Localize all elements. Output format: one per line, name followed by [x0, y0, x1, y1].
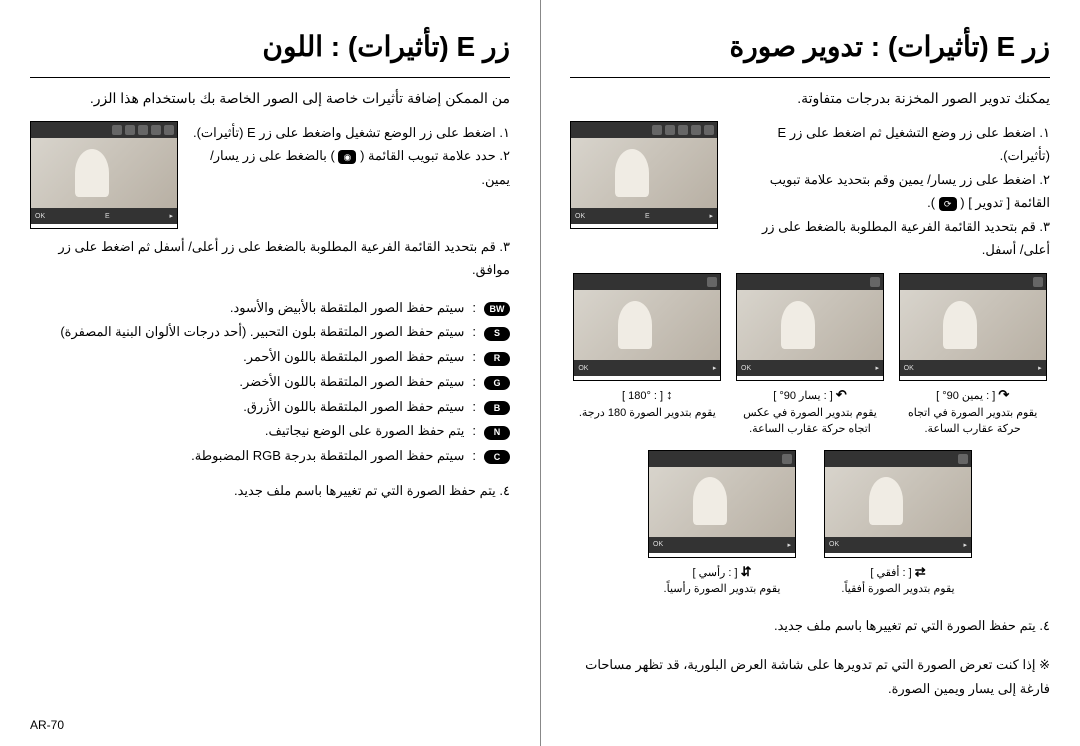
step4-right: ٤. يتم حفظ الصورة التي تم تغييرها باسم م…: [570, 614, 1050, 637]
thumbnail-main-left: ▸EOK: [30, 121, 178, 229]
effect-row: N:يتم حفظ الصورة على الوضع نيجاتيف.: [30, 419, 510, 444]
step2-right: ٢. اضغط على زر يسار/ يمين وقم بتحديد علا…: [730, 168, 1050, 215]
row-steps-thumb: ١. اضغط على زر وضع التشغيل ثم اضغط على ز…: [570, 121, 1050, 261]
steps-right: ١. اضغط على زر وضع التشغيل ثم اضغط على ز…: [730, 121, 1050, 261]
steps-left: ١. اضغط على زر الوضع تشغيل واضغط على زر …: [190, 121, 510, 229]
effects-list: BW:سيتم حفظ الصور الملتقطة بالأبيض والأس…: [30, 296, 510, 469]
effect-icon: N: [484, 426, 510, 440]
effect-icon: S: [484, 327, 510, 341]
effect-icon: BW: [484, 302, 510, 316]
thumbnail-main-right: ▸EOK: [570, 121, 718, 229]
title-left: زر E (تأثيرات) : اللون: [30, 30, 510, 63]
effect-icon: B: [484, 401, 510, 415]
row-steps-thumb-left: ١. اضغط على زر الوضع تشغيل واضغط على زر …: [30, 121, 510, 229]
page-left: زر E (تأثيرات) : اللون من الممكن إضافة ت…: [0, 0, 540, 746]
rot-item-2: ▸OK ↕ [ : 180° ]يقوم بتدوير الصورة 180 د…: [570, 273, 725, 438]
rotate-icon: ⟳: [939, 197, 957, 211]
rot-item-1: ▸OK ↶ [ : يسار 90° ]يقوم بتدوير الصورة ف…: [733, 273, 888, 438]
effect-row: C:سيتم حفظ الصور الملتقطة بدرجة RGB المض…: [30, 444, 510, 469]
step3-right: ٣. قم بتحديد القائمة الفرعية المطلوبة با…: [730, 215, 1050, 262]
effect-icon: G: [484, 376, 510, 390]
step1-left: ١. اضغط على زر الوضع تشغيل واضغط على زر …: [190, 121, 510, 144]
effect-icon: C: [484, 450, 510, 464]
effect-icon: R: [484, 352, 510, 366]
rot-item-3: ▸OK ⇄ [ : أفقي ]يقوم بتدوير الصورة أفقيا…: [814, 450, 982, 598]
step1-right: ١. اضغط على زر وضع التشغيل ثم اضغط على ز…: [730, 121, 1050, 168]
effect-row: G:سيتم حفظ الصور الملتقطة باللون الأخضر.: [30, 370, 510, 395]
step2-left: ٢. حدد علامة تبويب القائمة ( ◉ ) بالضغط …: [190, 144, 510, 191]
intro-right: يمكنك تدوير الصور المخزنة بدرجات متفاوتة…: [570, 90, 1050, 107]
step4-left: ٤. يتم حفظ الصورة التي تم تغييرها باسم م…: [30, 483, 510, 499]
hr: [570, 77, 1050, 78]
hr: [30, 77, 510, 78]
rotation-grid-1: ▸OK ↷ [ : يمين 90° ]يقوم بتدوير الصورة ف…: [570, 273, 1050, 438]
effect-row: S:سيتم حفظ الصور الملتقطة بلون التحبير. …: [30, 320, 510, 345]
page-number: AR-70: [30, 718, 64, 732]
effect-row: R:سيتم حفظ الصور الملتقطة باللون الأحمر.: [30, 345, 510, 370]
title-right: زر E (تأثيرات) : تدوير صورة: [570, 30, 1050, 63]
rot-item-4: ▸OK ⇵ [ : رأسي ]يقوم بتدوير الصورة رأسيا…: [638, 450, 806, 598]
effect-row: B:سيتم حفظ الصور الملتقطة باللون الأزرق.: [30, 395, 510, 420]
page-divider: [540, 0, 541, 746]
page-right: زر E (تأثيرات) : تدوير صورة يمكنك تدوير …: [540, 0, 1080, 746]
intro-left: من الممكن إضافة تأثيرات خاصة إلى الصور ا…: [30, 90, 510, 107]
step3-left: ٣. قم بتحديد القائمة الفرعية المطلوبة با…: [30, 235, 510, 282]
effect-row: BW:سيتم حفظ الصور الملتقطة بالأبيض والأس…: [30, 296, 510, 321]
rotation-grid-2: ▸OK ⇄ [ : أفقي ]يقوم بتدوير الصورة أفقيا…: [570, 450, 1050, 598]
rot-item-0: ▸OK ↷ [ : يمين 90° ]يقوم بتدوير الصورة ف…: [895, 273, 1050, 438]
note-right: ※ إذا كنت تعرض الصورة التي تم تدويرها عل…: [570, 653, 1050, 700]
palette-icon: ◉: [338, 150, 356, 164]
